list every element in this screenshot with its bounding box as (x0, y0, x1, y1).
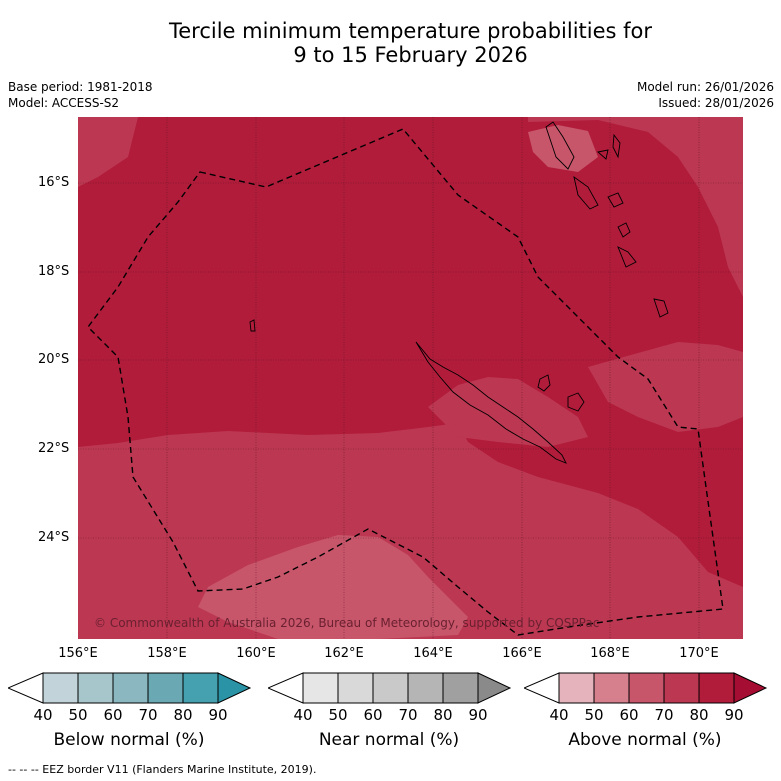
below-tick-60: 60 (103, 706, 123, 724)
above-bins (558, 672, 735, 704)
coastlines (249, 121, 669, 464)
near-bin-50 (337, 672, 374, 704)
above-extend-low (524, 672, 560, 704)
grande-terre-north-coast (249, 319, 256, 332)
base-period: Base period: 1981-2018 (8, 80, 153, 94)
colorbar-above (524, 672, 768, 704)
probability-map: © Commonwealth of Australia 2026, Bureau… (78, 117, 743, 639)
meta-left: Base period: 1981-2018 Model: ACCESS-S2 (8, 79, 153, 111)
mare-island-coast (567, 392, 585, 412)
contour-region-east (588, 342, 743, 432)
lon-label-156e: 156°E (58, 646, 98, 661)
near-bin-80 (442, 672, 479, 704)
above-bin-60 (628, 672, 665, 704)
near-tick-50: 50 (328, 706, 348, 724)
contour-region-loyalty (428, 377, 588, 447)
near-tick-60: 60 (363, 706, 383, 724)
contour-region-southwest (198, 535, 468, 639)
lat-label-18s: 18°S (38, 264, 70, 279)
near-extend-low (268, 672, 304, 704)
graticule (78, 117, 743, 639)
new-caledonia-coast (415, 341, 567, 464)
lon-label-160e: 160°E (236, 646, 276, 661)
above-tick-90: 90 (724, 706, 744, 724)
lon-label-168e: 168°E (590, 646, 630, 661)
near-bins (302, 672, 479, 704)
near-bin-40 (302, 672, 339, 704)
vanuatu-islands-coast (573, 133, 669, 318)
above-tick-80: 80 (689, 706, 709, 724)
vanuatu-north-coast (545, 121, 575, 170)
lat-label-24s: 24°S (38, 530, 70, 545)
lat-label-20s: 20°S (38, 352, 70, 367)
near-tick-80: 80 (433, 706, 453, 724)
above-tick-60: 60 (619, 706, 639, 724)
below-tick-70: 70 (138, 706, 158, 724)
below-bin-40 (42, 672, 79, 704)
contour-region-islands (528, 125, 598, 172)
below-bin-70 (147, 672, 184, 704)
contour-60-70 (198, 125, 598, 639)
title-line-1: Tercile minimum temperature probabilitie… (168, 19, 653, 43)
near-bin-70 (407, 672, 444, 704)
near-bin-60 (372, 672, 409, 704)
eez-border-footnote: -- -- -- EEZ border V11 (Flanders Marine… (8, 763, 317, 776)
contour-region-west (78, 117, 138, 187)
title-line-2: 9 to 15 February 2026 (293, 43, 528, 67)
model-name: Model: ACCESS-S2 (8, 96, 120, 110)
eez-border (87, 128, 724, 636)
above-bin-50 (593, 672, 630, 704)
near-tick-40: 40 (293, 706, 313, 724)
colorbar-near (268, 672, 512, 704)
lon-label-164e: 164°E (413, 646, 453, 661)
below-tick-50: 50 (68, 706, 88, 724)
near-tick-70: 70 (398, 706, 418, 724)
above-bin-70 (663, 672, 700, 704)
below-tick-90: 90 (208, 706, 228, 724)
lon-label-166e: 166°E (502, 646, 542, 661)
near-normal-label: Near normal (%) (318, 730, 460, 750)
meta-right: Model run: 26/01/2026 Issued: 28/01/2026 (637, 79, 774, 111)
lifou-island-coast (537, 374, 551, 392)
contour-region-northeast (528, 117, 743, 297)
above-tick-70: 70 (654, 706, 674, 724)
lat-label-16s: 16°S (38, 175, 70, 190)
issued-date: Issued: 28/01/2026 (658, 96, 774, 110)
below-tick-80: 80 (173, 706, 193, 724)
lon-label-158e: 158°E (147, 646, 187, 661)
below-normal-label: Below normal (%) (53, 730, 205, 750)
near-extend-high (477, 672, 512, 704)
chart-title: Tercile minimum temperature probabilitie… (0, 19, 781, 67)
lon-label-162e: 162°E (324, 646, 364, 661)
above-bin-40 (558, 672, 595, 704)
below-bin-80 (182, 672, 219, 704)
below-bins (42, 672, 219, 704)
below-extend-low (8, 672, 44, 704)
below-bin-50 (77, 672, 114, 704)
lon-label-170e: 170°E (679, 646, 719, 661)
above-tick-50: 50 (584, 706, 604, 724)
above-normal-label: Above normal (%) (568, 730, 722, 750)
below-extend-high (217, 672, 252, 704)
below-bin-60 (112, 672, 149, 704)
lat-label-22s: 22°S (38, 441, 70, 456)
above-bin-80 (698, 672, 735, 704)
above-extend-high (733, 672, 768, 704)
near-tick-90: 90 (468, 706, 488, 724)
copyright-text: © Commonwealth of Australia 2026, Bureau… (94, 616, 599, 630)
colorbar-below (8, 672, 252, 704)
model-run: Model run: 26/01/2026 (636, 80, 774, 94)
below-tick-40: 40 (33, 706, 53, 724)
above-tick-40: 40 (549, 706, 569, 724)
